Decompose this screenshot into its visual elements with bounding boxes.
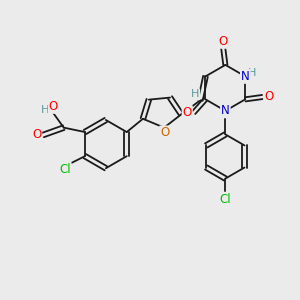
Text: O: O bbox=[218, 35, 228, 48]
Text: O: O bbox=[264, 91, 274, 103]
Text: Cl: Cl bbox=[59, 163, 71, 176]
Text: N: N bbox=[221, 104, 230, 117]
Text: O: O bbox=[32, 128, 41, 142]
Text: H: H bbox=[40, 105, 49, 115]
Text: O: O bbox=[49, 100, 58, 113]
Text: N: N bbox=[241, 70, 250, 83]
Text: H: H bbox=[248, 68, 256, 78]
Text: O: O bbox=[183, 106, 192, 119]
Text: H: H bbox=[191, 89, 199, 99]
Text: Cl: Cl bbox=[220, 193, 231, 206]
Text: O: O bbox=[160, 126, 170, 140]
